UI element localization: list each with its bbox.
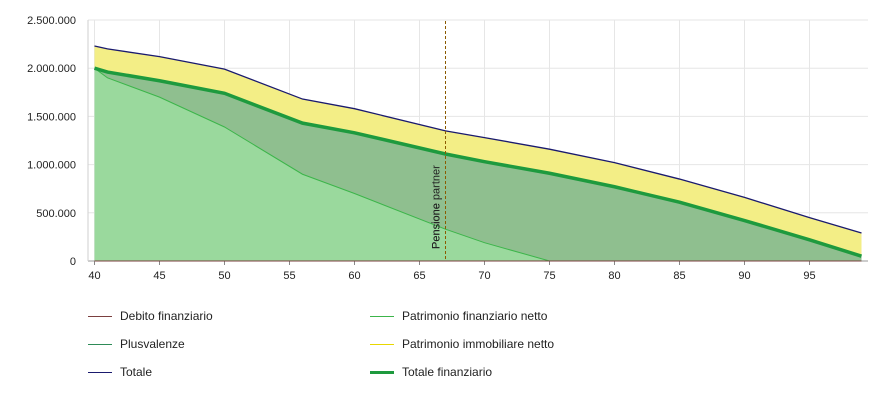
legend-swatch-totale xyxy=(88,371,112,373)
legend-label-plusvalenze: Plusvalenze xyxy=(120,337,185,351)
y-tick-label: 0 xyxy=(70,256,76,268)
legend-item-patrimonio-finanziario[interactable]: Patrimonio finanziario netto xyxy=(370,308,547,324)
x-tick-label: 65 xyxy=(413,270,425,282)
legend-item-patrimonio-immobiliare[interactable]: Patrimonio immobiliare netto xyxy=(370,336,554,352)
legend-item-debito[interactable]: Debito finanziario xyxy=(88,308,213,324)
area-patrimonio-finanziario xyxy=(94,68,862,261)
x-tick-label: 55 xyxy=(283,270,295,282)
y-tick-label: 1.500.000 xyxy=(27,111,76,123)
y-tick-label: 2.000.000 xyxy=(27,63,76,75)
y-tick-label: 2.500.000 xyxy=(27,15,76,27)
annotation-label: Pensione partner xyxy=(431,165,443,249)
line-totale xyxy=(94,45,862,234)
x-tick-label: 45 xyxy=(153,270,165,282)
legend-item-plusvalenze[interactable]: Plusvalenze xyxy=(88,336,185,352)
x-tick-label: 50 xyxy=(218,270,230,282)
legend-label-totale: Totale xyxy=(120,365,153,379)
y-tick-label: 1.000.000 xyxy=(27,160,76,172)
legend-label-patrimonio-finanziario: Patrimonio finanziario netto xyxy=(402,309,548,323)
x-tick-label: 95 xyxy=(803,270,815,282)
legend-label-patrimonio-immobiliare: Patrimonio immobiliare netto xyxy=(402,337,555,351)
x-tick-label: 40 xyxy=(88,270,100,282)
x-tick-label: 85 xyxy=(673,270,685,282)
legend-swatch-debito xyxy=(88,315,112,317)
legend-swatch-patrimonio-finanziario xyxy=(370,315,394,317)
legend-swatch-plusvalenze xyxy=(88,343,112,345)
x-tick-label: 90 xyxy=(738,270,750,282)
area-patrimonio-immobiliare xyxy=(94,46,862,257)
legend-item-totale[interactable]: Totale xyxy=(88,364,152,380)
legend-label-debito: Debito finanziario xyxy=(120,309,213,323)
legend: Debito finanziario Patrimonio finanziari… xyxy=(0,300,888,396)
legend-item-totale-finanziario[interactable]: Totale finanziario xyxy=(370,364,492,380)
annotation-label: Pensione xyxy=(431,203,443,249)
x-tick-label: 80 xyxy=(608,270,620,282)
x-tick-label: 60 xyxy=(348,270,360,282)
x-tick-label: 75 xyxy=(543,270,555,282)
legend-label-totale-finanziario: Totale finanziario xyxy=(402,365,493,379)
legend-swatch-totale-finanziario xyxy=(370,370,394,374)
chart-plot: 0 500.000 1.000.000 1.500.000 2.000.000 2.500… xyxy=(27,15,868,282)
line-totale-finanziario xyxy=(94,66,863,258)
x-tick-label: 70 xyxy=(478,270,490,282)
legend-swatch-patrimonio-immobiliare xyxy=(370,343,394,345)
y-tick-label: 500.000 xyxy=(36,208,76,220)
